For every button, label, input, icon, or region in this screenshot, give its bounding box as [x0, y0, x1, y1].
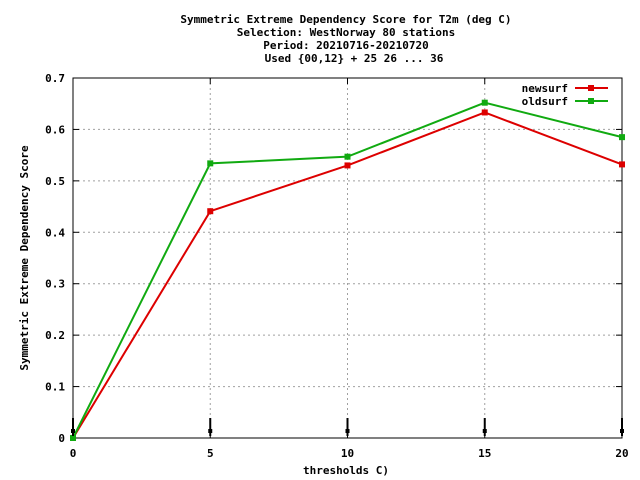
error-bar-marker: [620, 429, 624, 433]
x-tick-label: 10: [341, 447, 354, 460]
y-tick-label: 0.7: [45, 72, 65, 85]
x-axis-label: thresholds C): [303, 464, 389, 477]
y-axis-label: Symmetric Extreme Dependency Score: [18, 145, 31, 371]
data-point-oldsurf: [344, 153, 351, 160]
data-point-oldsurf: [481, 99, 488, 106]
legend-label-oldsurf: oldsurf: [522, 95, 568, 108]
data-point-oldsurf: [619, 134, 625, 141]
chart-title: Symmetric Extreme Dependency Score for T…: [180, 13, 511, 65]
y-tick-label: 0: [58, 432, 65, 445]
data-point-oldsurf: [70, 435, 76, 441]
y-tick-label: 0.2: [45, 329, 65, 342]
data-point-oldsurf: [207, 160, 214, 167]
x-tick-label: 15: [478, 447, 491, 460]
data-point-newsurf: [481, 109, 488, 116]
axes: 0 0.1 0.2 0.3 0.4 0.5 0.6 0.7 0 5 10 15 20: [45, 72, 629, 460]
title-line-3: Period: 20210716-20210720: [263, 39, 429, 52]
y-tick-label: 0.6: [45, 123, 65, 136]
data-point-newsurf: [207, 208, 214, 215]
legend-label-newsurf: newsurf: [522, 82, 568, 95]
data-point-newsurf: [619, 161, 625, 168]
grid: [73, 78, 622, 438]
y-tick-label: 0.5: [45, 175, 65, 188]
error-bar-marker: [208, 429, 213, 433]
plot-frame: [72, 77, 623, 439]
series: [70, 99, 625, 441]
legend-marker-oldsurf: [588, 98, 594, 104]
legend-marker-newsurf: [588, 85, 594, 91]
title-line-1: Symmetric Extreme Dependency Score for T…: [180, 13, 511, 26]
error-bar-marker: [345, 429, 350, 433]
y-tick-label: 0.3: [45, 278, 65, 291]
error-bar-marker: [482, 429, 487, 433]
x-tick-label: 5: [207, 447, 214, 460]
series-line-oldsurf: [72, 101, 623, 439]
title-line-4: Used {00,12} + 25 26 ... 36: [265, 52, 444, 65]
x-tick-label: 0: [70, 447, 77, 460]
y-tick-label: 0.1: [45, 381, 65, 394]
data-point-newsurf: [344, 162, 351, 169]
x-tick-label: 20: [615, 447, 628, 460]
y-tick-label: 0.4: [45, 226, 65, 239]
error-bar-marker: [71, 429, 75, 433]
title-line-2: Selection: WestNorway 80 stations: [237, 26, 456, 39]
